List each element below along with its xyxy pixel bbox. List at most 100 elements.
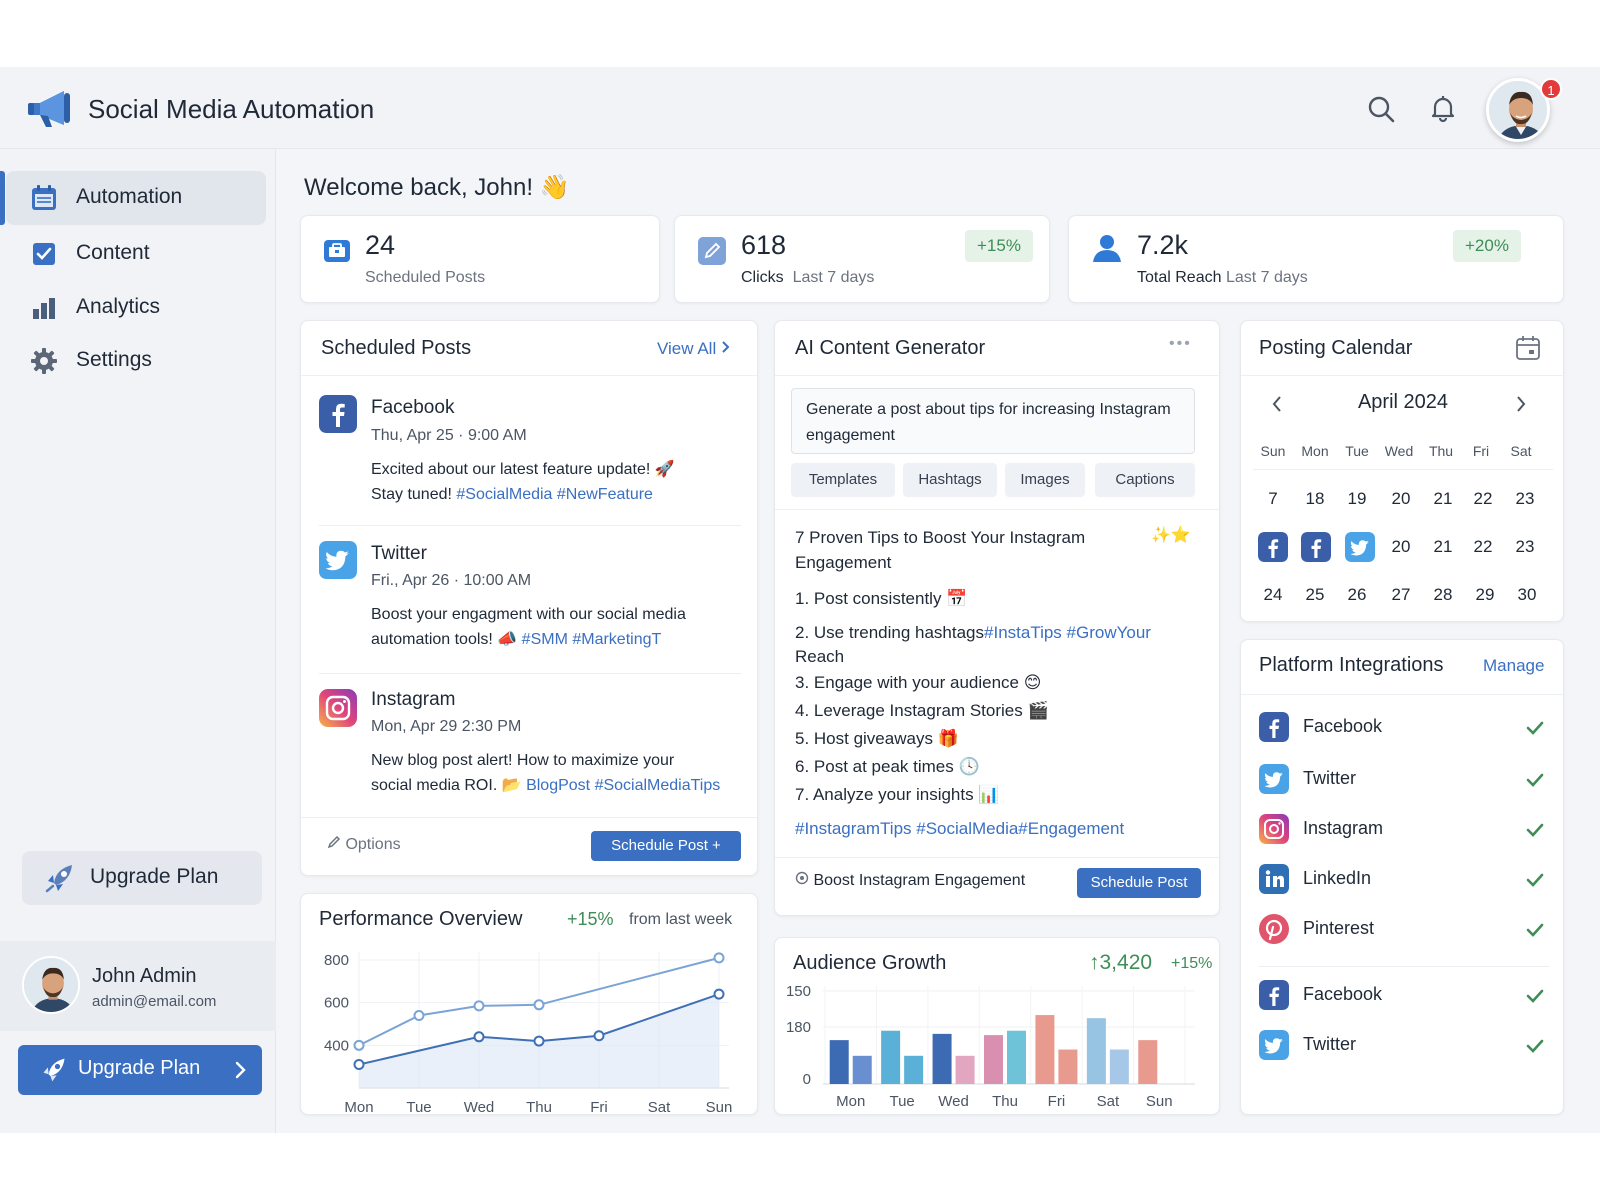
gear-icon <box>31 348 57 374</box>
manage-link[interactable]: Manage <box>1483 656 1545 675</box>
schedule-post-button[interactable]: Schedule Post + <box>591 831 741 861</box>
calendar-day[interactable]: 21 <box>1433 489 1453 508</box>
calendar-icon[interactable] <box>1515 335 1541 361</box>
upgrade-plan-button[interactable]: Upgrade Plan <box>18 1045 262 1095</box>
bell-icon[interactable] <box>1428 93 1458 123</box>
sidebar-item-content[interactable]: Content <box>6 227 266 281</box>
calendar-day[interactable]: 20 <box>1391 489 1411 508</box>
sidebar-item-analytics[interactable]: Analytics <box>6 281 266 335</box>
stat-label: Scheduled Posts <box>365 269 486 286</box>
integration-row-twitter[interactable]: Twitter <box>1241 1030 1565 1064</box>
chip-templates[interactable]: Templates <box>791 463 895 497</box>
view-all-link[interactable]: View All <box>657 339 731 359</box>
bar <box>1035 1015 1055 1084</box>
stat-label: Clicks <box>741 269 784 286</box>
post-text-line: social media ROI. 📂 <box>371 777 527 794</box>
data-point <box>713 988 725 1000</box>
integration-row-instagram[interactable]: Instagram <box>1241 814 1565 848</box>
post-hashtags[interactable]: #SocialMedia #NewFeature <box>456 486 653 503</box>
calendar-day[interactable]: 20 <box>1391 537 1411 556</box>
chip-images[interactable]: Images <box>1005 463 1085 497</box>
check-icon <box>1526 1039 1544 1053</box>
y-tick-label: 180 <box>786 1019 811 1036</box>
top-bar: Social Media Automation <box>0 67 1600 149</box>
user-profile-section[interactable]: John Admin admin@email.com <box>0 941 276 1031</box>
sidebar-item-settings[interactable]: Settings <box>6 334 266 388</box>
notification-badge: 1 <box>1540 78 1562 100</box>
twitter-icon <box>1259 764 1289 794</box>
search-icon[interactable] <box>1366 94 1396 124</box>
day-of-week: Tue <box>1345 443 1369 459</box>
briefcase-icon <box>324 240 350 262</box>
rocket-icon <box>45 865 72 893</box>
calendar-day[interactable]: 23 <box>1515 537 1535 556</box>
check-icon <box>1526 923 1544 937</box>
prompt-input[interactable]: Generate a post about tips for increasin… <box>791 388 1195 454</box>
stat-value: 618 <box>741 230 787 260</box>
x-tick-label: Sat <box>1097 1093 1120 1110</box>
chip-hashtags[interactable]: Hashtags <box>903 463 997 497</box>
calendar-day[interactable]: 19 <box>1347 489 1367 508</box>
pinterest-icon <box>1259 914 1289 944</box>
facebook-icon[interactable] <box>1258 532 1288 562</box>
welcome-heading: Welcome back, John! 👋 <box>304 174 570 201</box>
chevron-right-icon <box>722 341 730 353</box>
options-label: Options <box>345 836 401 853</box>
posting-calendar-card: Posting Calendar April 2024 Sun Mon Tue … <box>1240 320 1565 622</box>
calendar-day[interactable]: 28 <box>1433 585 1453 604</box>
options-link[interactable]: Options <box>327 835 401 854</box>
bar <box>1007 1030 1026 1084</box>
profile-avatar[interactable]: 1 <box>1486 78 1562 144</box>
data-point <box>353 1059 365 1071</box>
calendar-day[interactable]: 7 <box>1268 489 1278 508</box>
calendar-day[interactable]: 29 <box>1475 585 1495 604</box>
post-hashtags[interactable]: BlogPost #SocialMediaTips <box>526 777 721 794</box>
calendar-day[interactable]: 26 <box>1347 585 1367 604</box>
schedule-post-button[interactable]: Schedule Post <box>1077 868 1201 898</box>
twitter-icon[interactable] <box>1345 532 1375 562</box>
integration-row-facebook[interactable]: Facebook <box>1241 712 1565 746</box>
sidebar-item-label: Content <box>76 241 150 264</box>
integration-row-linkedin[interactable]: LinkedIn <box>1241 864 1565 898</box>
calendar-day[interactable]: 21 <box>1433 537 1453 556</box>
integration-row-twitter[interactable]: Twitter <box>1241 764 1565 798</box>
x-tick-label: Sun <box>1146 1093 1173 1110</box>
calendar-day[interactable]: 23 <box>1515 489 1535 508</box>
data-point <box>473 1000 485 1012</box>
sidebar-item-label: Automation <box>76 185 183 208</box>
post-datetime: Thu, Apr 25 · 9:00 AM <box>371 427 527 444</box>
card-title: Platform Integrations <box>1259 654 1444 676</box>
integration-row-pinterest[interactable]: Pinterest <box>1241 914 1565 948</box>
tip-item-text: 2. Use trending hashtags <box>795 623 985 642</box>
calendar-day[interactable]: 22 <box>1473 537 1493 556</box>
calendar-day[interactable]: 25 <box>1305 585 1325 604</box>
day-of-week: Sun <box>1260 443 1286 459</box>
sidebar-item-automation[interactable]: Automation <box>0 171 266 225</box>
post-hashtags[interactable]: #SMM #MarketingT <box>521 631 662 648</box>
bar <box>1109 1049 1129 1084</box>
integration-row-facebook[interactable]: Facebook <box>1241 980 1565 1014</box>
chip-captions[interactable]: Captions <box>1095 463 1195 497</box>
chevron-left-icon[interactable] <box>1271 395 1283 413</box>
calendar-day[interactable]: 24 <box>1263 585 1283 604</box>
facebook-icon[interactable] <box>1301 532 1331 562</box>
more-options-icon[interactable]: ••• <box>1169 335 1192 352</box>
calendar-day[interactable]: 18 <box>1305 489 1325 508</box>
integration-name: Twitter <box>1303 1034 1357 1054</box>
generated-hashtags[interactable]: #InstagramTips #SocialMedia#Engagement <box>795 819 1125 838</box>
check-icon <box>1526 989 1544 1003</box>
upgrade-plan-card[interactable]: Upgrade Plan <box>22 851 262 905</box>
chevron-right-icon[interactable] <box>1515 395 1527 413</box>
calendar-day[interactable]: 30 <box>1517 585 1537 604</box>
bar <box>1138 1040 1158 1084</box>
calendar-day[interactable]: 27 <box>1391 585 1411 604</box>
check-icon <box>1526 721 1544 735</box>
integration-name: Twitter <box>1303 768 1357 788</box>
stat-change-badge: +15% <box>965 230 1033 262</box>
edit-icon <box>327 835 341 849</box>
bar <box>904 1055 924 1084</box>
x-tick-label: Tue <box>406 1099 431 1114</box>
platform-integrations-card: Platform Integrations Manage Facebook Twi… <box>1240 639 1565 1115</box>
calendar-day[interactable]: 22 <box>1473 489 1493 508</box>
ai-content-generator-card: AI Content Generator ••• Generate a post… <box>774 320 1221 916</box>
